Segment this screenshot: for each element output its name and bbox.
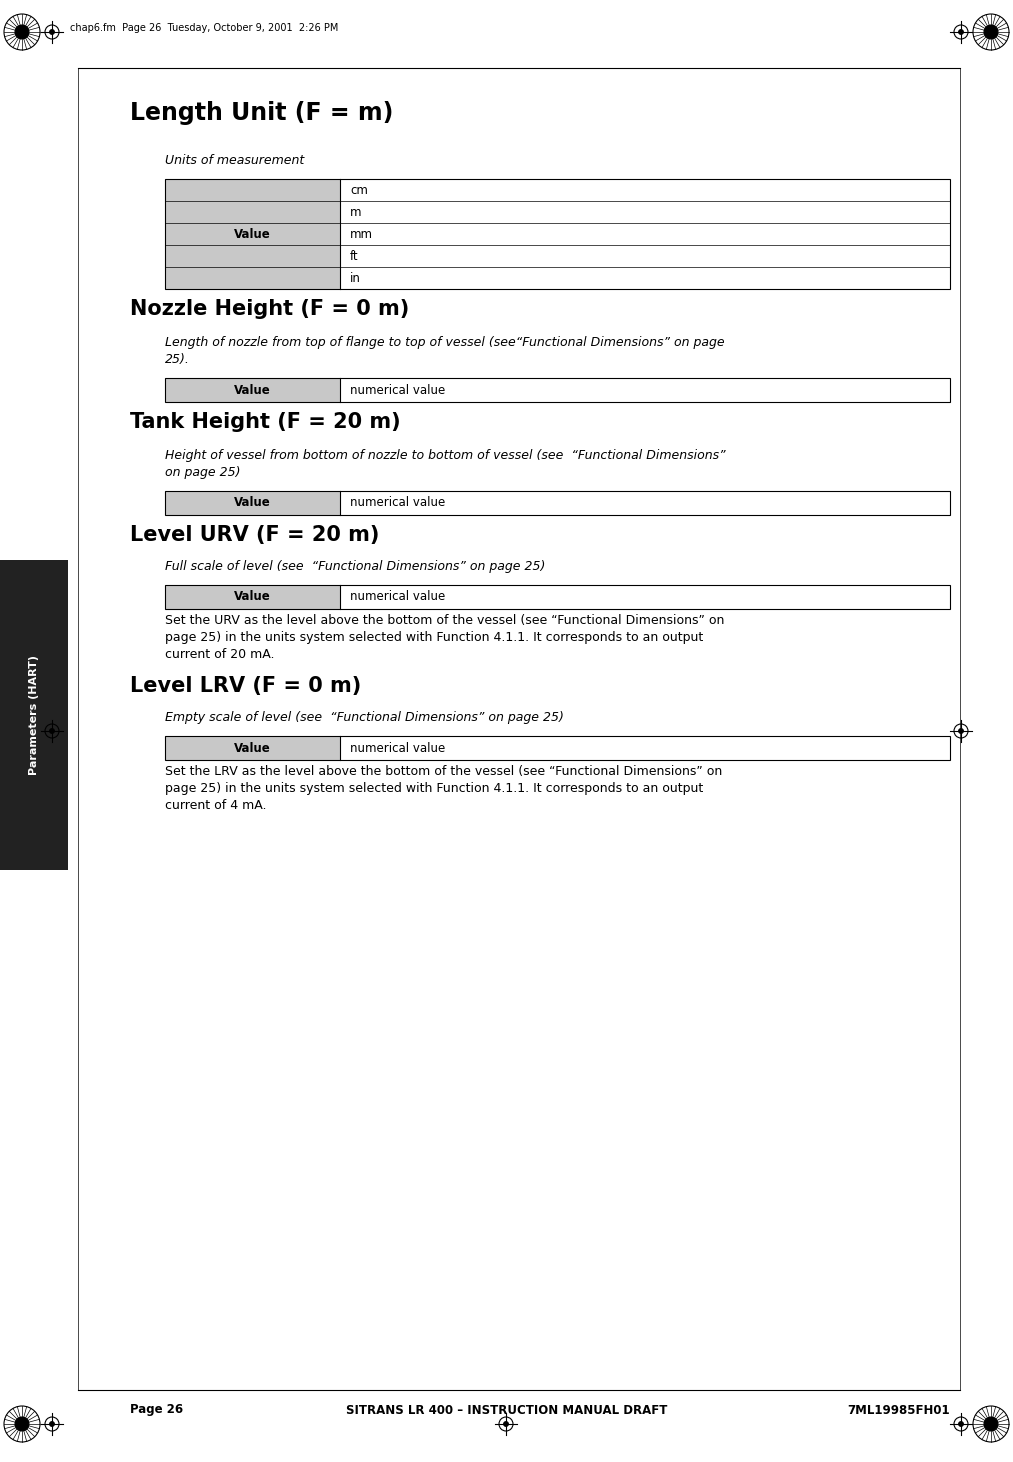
Text: Length Unit (F = m): Length Unit (F = m) bbox=[130, 101, 393, 124]
Text: Value: Value bbox=[234, 228, 270, 241]
Text: Parameters (HART): Parameters (HART) bbox=[29, 655, 38, 775]
Circle shape bbox=[985, 1417, 998, 1431]
Text: page 25) in the units system selected with Function 4.1.1. It corresponds to an : page 25) in the units system selected wi… bbox=[165, 632, 703, 643]
Text: Level URV (F = 20 m): Level URV (F = 20 m) bbox=[130, 525, 380, 545]
Text: cm: cm bbox=[350, 184, 368, 196]
Text: on page 25): on page 25) bbox=[165, 466, 240, 480]
Bar bbox=[165, 585, 340, 610]
Text: mm: mm bbox=[350, 228, 373, 241]
Text: Set the URV as the level above the bottom of the vessel (see “Functional Dimensi: Set the URV as the level above the botto… bbox=[165, 614, 724, 627]
Circle shape bbox=[985, 25, 998, 39]
Text: Value: Value bbox=[234, 591, 270, 604]
Bar bbox=[165, 491, 950, 515]
Bar bbox=[165, 379, 340, 402]
Text: Empty scale of level (see  “Functional Dimensions” on page 25): Empty scale of level (see “Functional Di… bbox=[165, 711, 564, 724]
Text: 25).: 25). bbox=[165, 352, 189, 366]
Circle shape bbox=[958, 728, 963, 734]
Text: ft: ft bbox=[350, 250, 359, 263]
Text: m: m bbox=[350, 206, 362, 218]
Text: Units of measurement: Units of measurement bbox=[165, 154, 304, 167]
Bar bbox=[165, 735, 340, 760]
Text: page 25) in the units system selected with Function 4.1.1. It corresponds to an : page 25) in the units system selected wi… bbox=[165, 782, 703, 795]
Bar bbox=[165, 585, 950, 610]
Bar bbox=[0, 560, 68, 870]
Text: numerical value: numerical value bbox=[350, 497, 446, 509]
Text: Level LRV (F = 0 m): Level LRV (F = 0 m) bbox=[130, 675, 362, 696]
Text: Page 26: Page 26 bbox=[130, 1404, 183, 1417]
Text: current of 20 mA.: current of 20 mA. bbox=[165, 648, 275, 661]
Circle shape bbox=[50, 728, 55, 734]
Text: Value: Value bbox=[234, 741, 270, 754]
Bar bbox=[165, 178, 340, 289]
Text: Nozzle Height (F = 0 m): Nozzle Height (F = 0 m) bbox=[130, 300, 409, 319]
Text: Length of nozzle from top of flange to top of vessel (see“Functional Dimensions”: Length of nozzle from top of flange to t… bbox=[165, 336, 724, 349]
Bar bbox=[165, 379, 950, 402]
Text: numerical value: numerical value bbox=[350, 591, 446, 604]
Text: numerical value: numerical value bbox=[350, 383, 446, 396]
Circle shape bbox=[50, 29, 55, 34]
Text: Tank Height (F = 20 m): Tank Height (F = 20 m) bbox=[130, 412, 400, 431]
Bar bbox=[165, 735, 950, 760]
Circle shape bbox=[50, 1421, 55, 1427]
Text: Height of vessel from bottom of nozzle to bottom of vessel (see  “Functional Dim: Height of vessel from bottom of nozzle t… bbox=[165, 449, 725, 462]
Bar bbox=[165, 178, 950, 289]
Text: numerical value: numerical value bbox=[350, 741, 446, 754]
Text: Value: Value bbox=[234, 497, 270, 509]
Text: current of 4 mA.: current of 4 mA. bbox=[165, 800, 266, 811]
Circle shape bbox=[958, 29, 963, 34]
Text: chap6.fm  Page 26  Tuesday, October 9, 2001  2:26 PM: chap6.fm Page 26 Tuesday, October 9, 200… bbox=[70, 23, 338, 34]
Text: Value: Value bbox=[234, 383, 270, 396]
Text: SITRANS LR 400 – INSTRUCTION MANUAL DRAFT: SITRANS LR 400 – INSTRUCTION MANUAL DRAF… bbox=[345, 1404, 668, 1417]
Circle shape bbox=[15, 1417, 28, 1431]
Text: Full scale of level (see  “Functional Dimensions” on page 25): Full scale of level (see “Functional Dim… bbox=[165, 560, 545, 573]
Text: in: in bbox=[350, 272, 361, 285]
Circle shape bbox=[503, 1421, 509, 1427]
Circle shape bbox=[15, 25, 28, 39]
Text: 7ML19985FH01: 7ML19985FH01 bbox=[848, 1404, 950, 1417]
Text: Set the LRV as the level above the bottom of the vessel (see “Functional Dimensi: Set the LRV as the level above the botto… bbox=[165, 765, 722, 778]
Circle shape bbox=[958, 1421, 963, 1427]
Bar bbox=[165, 491, 340, 515]
